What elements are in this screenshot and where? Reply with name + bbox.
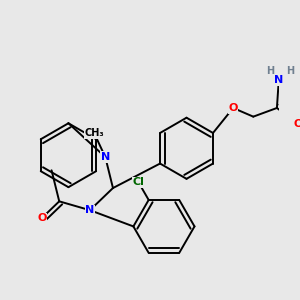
- Text: N: N: [101, 152, 110, 162]
- Text: H: H: [286, 67, 294, 76]
- Text: N: N: [274, 75, 283, 85]
- Text: H: H: [266, 67, 274, 76]
- Text: O: O: [293, 118, 300, 129]
- Text: Cl: Cl: [133, 178, 145, 188]
- Text: O: O: [37, 213, 46, 223]
- Text: CH₃: CH₃: [85, 128, 104, 138]
- Text: N: N: [85, 205, 94, 215]
- Text: O: O: [229, 103, 238, 113]
